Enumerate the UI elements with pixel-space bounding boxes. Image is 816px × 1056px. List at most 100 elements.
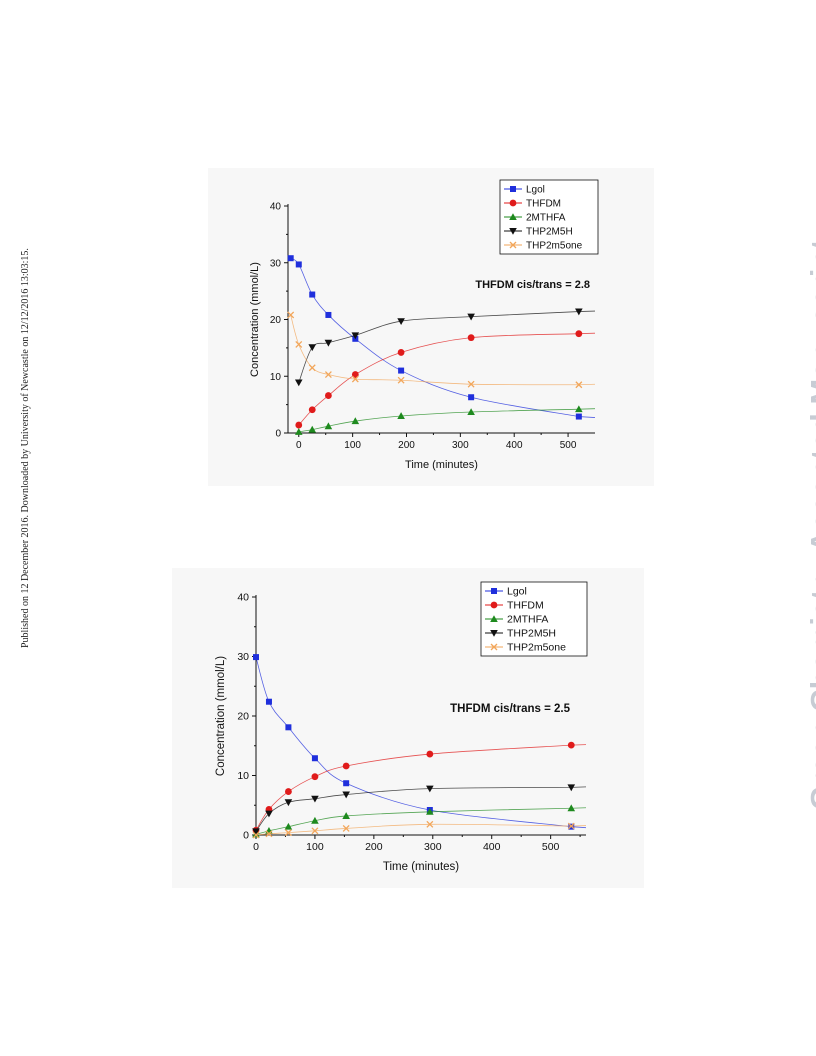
chart-2-point-THFDM xyxy=(285,788,292,795)
chart-1-y-tick-label: 30 xyxy=(270,258,282,269)
chart-1-series-THFDM xyxy=(295,330,596,429)
chart-2-point-THP2m5one xyxy=(284,829,292,837)
chart-1-y-tick-label: 20 xyxy=(270,315,282,326)
chart-1-y-tick-label: 40 xyxy=(270,202,282,213)
chart-1-point-Lgol xyxy=(309,291,316,298)
chart-2-legend-marker-THFDM xyxy=(490,601,498,609)
chart-1-legend: Lgol THFDM 2MTHFA THP2M5H THP2m5one xyxy=(499,179,599,255)
chart-2-y-tick-label: 0 xyxy=(243,830,249,842)
chart-2-point-THP2m5one xyxy=(342,824,350,832)
chart-panel-2: 0 100 200 300 400 500 0 10 20 30 40 Time (minutes) C… xyxy=(172,568,644,888)
download-note: Published on 12 December 2016. Downloade… xyxy=(6,0,31,1056)
chart-1-y-axis-label: Concentration (mmol/L) xyxy=(249,262,261,377)
chart-1-legend-marker-THP2M5H xyxy=(509,228,517,235)
chart-2-legend-marker-THP2M5H xyxy=(490,630,498,637)
chart-2-line-THP2m5one xyxy=(255,823,587,836)
chart-1-point-THFDM xyxy=(308,406,316,414)
chart-2-line-2MTHFA xyxy=(255,807,587,835)
chart-1-point-THP2m5one-stroke-b xyxy=(287,311,295,319)
chart-2-point-THP2M5H xyxy=(252,828,260,836)
chart-2-y-tick-label: 40 xyxy=(237,592,249,604)
chart-1-point-THFDM xyxy=(324,392,332,399)
chart-2-legend-marker-THP2m5one xyxy=(490,643,498,651)
chart-1-legend-label-Lgol: Lgol xyxy=(526,185,545,196)
chart-1-point-2MTHFA xyxy=(397,412,405,419)
chart-1-point-THP2m5one-stroke-b xyxy=(324,371,332,379)
chart-2-y-tick-label: 20 xyxy=(237,711,249,723)
chart-1-point-THP2m5one xyxy=(351,375,359,383)
chart-2-legend-label-Lgol: Lgol xyxy=(507,586,527,598)
chart-1-point-THP2m5one-stroke-b xyxy=(295,341,303,348)
chart-2-point-Lgol xyxy=(343,780,350,787)
chart-1-x-tick-label: 0 xyxy=(296,440,302,451)
chart-2-line-Lgol xyxy=(255,656,587,829)
chart-2-point-THP2M5H xyxy=(311,795,319,803)
chart-1-point-THP2M5H xyxy=(324,339,333,347)
chart-2-point-THP2m5one xyxy=(567,822,575,830)
chart-2-legend-label-THP2M5H: THP2M5H xyxy=(507,628,556,640)
chart-1-point-THP2m5one xyxy=(308,364,316,372)
chart-2-point-Lgol xyxy=(285,724,292,731)
chart-1-point-THFDM xyxy=(351,371,359,378)
chart-2-legend-marker-THP2m5one-stroke-b xyxy=(490,643,498,651)
chart-2-point-THP2m5one-stroke-b xyxy=(567,822,575,830)
chart-1: 0 100 200 300 400 500 0 10 20 30 40 Time (minutes) C… xyxy=(249,179,599,471)
chart-2: 0 100 200 300 400 500 0 10 20 30 40 Time (minutes) C… xyxy=(215,581,588,873)
watermark-text: Green Chemistry Accepted Manuscript xyxy=(804,239,816,810)
chart-1-annotation: THFDM cis/trans = 2.8 xyxy=(475,279,590,291)
chart-2-x-tick-label: 0 xyxy=(253,841,259,853)
chart-2-point-THP2m5one xyxy=(265,830,273,838)
chart-1-point-THFDM xyxy=(295,421,303,429)
chart-2-y-tick-label: 30 xyxy=(237,651,249,663)
chart-1-line-THFDM xyxy=(298,332,596,426)
chart-2-point-Lgol xyxy=(265,698,272,705)
chart-1-x-tick-label: 500 xyxy=(560,440,577,451)
chart-2-point-Lgol xyxy=(253,654,259,661)
chart-1-point-Lgol xyxy=(287,255,294,262)
chart-1-point-THP2m5one xyxy=(295,341,303,348)
chart-1-x-tick-label: 100 xyxy=(344,440,361,451)
chart-2-x-tick-label: 400 xyxy=(483,841,501,853)
chart-1-point-THFDM xyxy=(575,330,583,338)
chart-2-point-THP2M5H xyxy=(342,791,350,799)
chart-2-point-THP2m5one-stroke-b xyxy=(311,827,319,835)
chart-2-series-THP2m5one xyxy=(252,820,587,839)
chart-2-y-tick-label: 10 xyxy=(237,770,249,782)
chart-1-point-THP2m5one-stroke-b xyxy=(351,375,359,383)
chart-1-point-2MTHFA xyxy=(324,422,333,430)
chart-2-point-2MTHFA xyxy=(342,812,350,819)
chart-2-point-2MTHFA xyxy=(311,816,319,824)
chart-1-series-2MTHFA xyxy=(294,405,596,435)
chart-2-series-Lgol xyxy=(253,654,587,830)
chart-1-line-Lgol xyxy=(290,257,596,418)
chart-2-legend: Lgol THFDM 2MTHFA THP2M5H THP2m5one xyxy=(480,581,588,657)
chart-1-point-2MTHFA xyxy=(467,408,475,416)
chart-1-legend-label-THP2m5one: THP2m5one xyxy=(526,241,583,252)
chart-2-point-THP2M5H xyxy=(284,799,293,807)
chart-1-y-tick-label: 0 xyxy=(275,429,281,440)
chart-1-point-2MTHFA xyxy=(575,405,583,413)
chart-1-point-THP2m5one-stroke-b xyxy=(308,364,316,372)
chart-2-legend-label-THP2m5one: THP2m5one xyxy=(507,642,566,654)
chart-1-point-2MTHFA xyxy=(294,428,303,435)
chart-2-point-THP2m5one-stroke-b xyxy=(265,830,273,838)
chart-2-point-THFDM xyxy=(311,773,319,781)
chart-1-point-THFDM xyxy=(467,334,475,342)
chart-1-point-2MTHFA xyxy=(308,425,317,433)
chart-1-point-THP2m5one xyxy=(397,376,405,384)
chart-2-point-THP2M5H xyxy=(265,810,273,818)
chart-1-x-tick-label: 200 xyxy=(398,440,415,451)
chart-2-y-axis-label: Concentration (mmol/L) xyxy=(215,656,227,776)
chart-2-point-THP2M5H xyxy=(567,784,576,792)
chart-1-y-tick-label: 10 xyxy=(270,372,282,383)
chart-1-x-tick-label: 300 xyxy=(452,440,469,451)
chart-1-point-Lgol xyxy=(295,261,302,268)
chart-1-legend-marker-2MTHFA xyxy=(509,213,517,220)
chart-2-point-Lgol xyxy=(311,755,318,762)
chart-1-point-THP2m5one xyxy=(324,371,332,379)
chart-1-point-Lgol xyxy=(398,367,405,374)
chart-1-point-THP2M5H xyxy=(308,344,317,352)
chart-1-point-Lgol xyxy=(575,413,582,420)
chart-1-series-THP2m5one xyxy=(287,311,596,389)
chart-2-point-THP2M5H xyxy=(426,785,434,793)
